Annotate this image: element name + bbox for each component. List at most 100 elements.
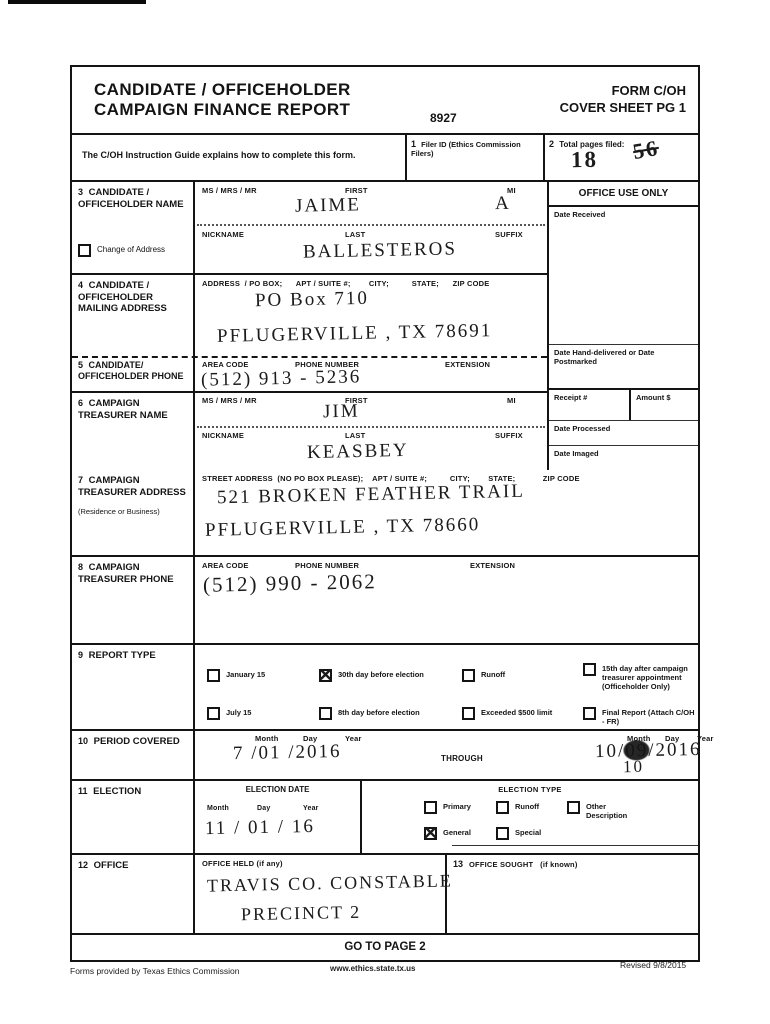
- day-label: Day: [665, 734, 680, 743]
- total-pages-cell: 2 Total pages filed: 18 56: [545, 135, 698, 180]
- filer-id-label: Filer ID (Ethics Commission Filers): [411, 140, 521, 158]
- footer-url: www.ethics.state.tx.us: [330, 964, 416, 973]
- exceeded-limit-label: Exceeded $500 limit: [481, 708, 553, 717]
- office-fields: OFFICE HELD (if any) TRAVIS CO. CONSTABL…: [195, 855, 698, 933]
- change-of-address-checkbox: [78, 244, 91, 257]
- period-from-handwritten: 7 /01 /2016: [232, 740, 342, 765]
- report-type-item-july15: July 15: [207, 707, 251, 720]
- election-type-item-primary: Primary: [424, 801, 471, 814]
- address-field-labels: ADDRESS / PO BOX; APT / SUITE #; CITY; S…: [202, 279, 490, 288]
- footer-provider: Forms provided by Texas Ethics Commissio…: [70, 966, 240, 976]
- section10-title: PERIOD COVERED: [93, 736, 180, 747]
- section6-number: 6: [78, 398, 84, 408]
- street-address-field-labels: STREET ADDRESS (NO PO BOX PLEASE); APT /…: [202, 474, 580, 483]
- office-section: 12 OFFICE OFFICE HELD (if any) TRAVIS CO…: [72, 855, 698, 935]
- other-description-label: Other Description: [586, 802, 628, 820]
- runoff-label: Runoff: [481, 670, 506, 679]
- office-use-column: OFFICE USE ONLY Date Received Date Hand-…: [547, 182, 698, 470]
- filer-id-cell: 1 Filer ID (Ethics Commission Filers): [407, 135, 545, 180]
- office-sought-box: 13 OFFICE SOUGHT (if known): [447, 855, 698, 933]
- to-year: /2016: [648, 738, 702, 761]
- candidate-phone-handwritten: (512) 913 - 5236: [200, 366, 362, 391]
- office-held-line2-handwritten: PRECINCT 2: [240, 901, 362, 925]
- phone-number-label: PHONE NUMBER: [295, 561, 360, 570]
- checkbox-15th-day-after-appointment: [583, 663, 596, 676]
- go-to-page-2: GO TO PAGE 2: [344, 941, 426, 953]
- treasurer-name-label: 6 CAMPAIGN TREASURER NAME: [72, 393, 195, 470]
- form-code: FORM C/OH COVER SHEET PG 1: [560, 82, 686, 116]
- section8-number: 8: [78, 562, 84, 572]
- section5-title: CANDIDATE/ OFFICEHOLDER PHONE: [78, 360, 184, 381]
- date-hand-delivered-cell: Date Hand-delivered or Date Postmarked: [549, 345, 698, 390]
- suffix-label: SUFFIX: [495, 431, 523, 440]
- year-label: Year: [345, 734, 362, 743]
- checkbox-special: [496, 827, 509, 840]
- section4-number: 4: [78, 280, 84, 290]
- phone-number-label: PHONE NUMBER: [295, 360, 360, 369]
- rule-line: [452, 845, 698, 846]
- mailing-address-fields: ADDRESS / PO BOX; APT / SUITE #; CITY; S…: [195, 275, 547, 356]
- report-type-item-runoff: Runoff: [462, 669, 505, 682]
- report-type-item-15th-day: 15th day after campaign treasurer appoin…: [583, 663, 697, 691]
- left-column: 3 CANDIDATE / OFFICEHOLDER NAME MS / MRS…: [72, 182, 547, 470]
- 8th-day-label: 8th day before election: [338, 708, 420, 717]
- change-of-address-label: Change of Address: [97, 245, 166, 254]
- section5-number: 5: [78, 360, 84, 370]
- checkbox-january-15: [207, 669, 220, 682]
- ms-mrs-mr-label: MS / MRS / MR: [202, 396, 257, 405]
- checkbox-july-15: [207, 707, 220, 720]
- election-type-item-other: Other Description: [567, 801, 628, 820]
- checkbox-other-description: [567, 801, 580, 814]
- office-held-line1-handwritten: TRAVIS CO. CONSTABLE: [206, 870, 453, 896]
- treasurer-address-label: 7 CAMPAIGN TREASURER ADDRESS (Residence …: [72, 470, 195, 555]
- amount-cell: Amount $: [635, 393, 671, 402]
- election-type-title: ELECTION TYPE: [498, 785, 562, 794]
- special-label: Special: [515, 828, 542, 837]
- office-held-label: OFFICE HELD (if any): [202, 859, 283, 868]
- treasurer-name-section: 6 CAMPAIGN TREASURER NAME MS / MRS / MR …: [72, 393, 547, 470]
- treasurer-phone-label: 8 CAMPAIGN TREASURER PHONE: [72, 557, 195, 643]
- dotted-divider: [197, 224, 545, 226]
- section9-number: 9: [78, 650, 84, 660]
- form-title-line1: CANDIDATE / OFFICEHOLDER: [94, 80, 351, 99]
- report-type-fields: January 15 30th day before election Runo…: [195, 645, 698, 729]
- election-date-title: ELECTION DATE: [245, 785, 310, 794]
- election-type-box: ELECTION TYPE Primary Runoff Other Descr…: [362, 781, 698, 853]
- period-to-handwritten: 10/09/2016: [595, 739, 702, 763]
- office-label: 12 OFFICE: [72, 855, 195, 933]
- report-type-item-exceeded-limit: Exceeded $500 limit: [462, 707, 552, 720]
- instruction-text: The C/OH Instruction Guide explains how …: [72, 135, 407, 180]
- checkbox-general: [423, 823, 438, 844]
- treasurer-address-section: 7 CAMPAIGN TREASURER ADDRESS (Residence …: [72, 470, 698, 557]
- primary-label: Primary: [443, 802, 471, 811]
- election-type-item-runoff: Runoff: [496, 801, 539, 814]
- section10-number: 10: [78, 736, 89, 746]
- extension-label: EXTENSION: [445, 360, 491, 369]
- mailing-line2-handwritten: PFLUGERVILLE , TX 78691: [216, 320, 493, 347]
- office-sought-label: OFFICE SOUGHT (if known): [469, 860, 578, 869]
- month-label: Month: [207, 805, 229, 812]
- dotted-divider: [197, 426, 545, 428]
- final-report-label: Final Report (Attach C/OH - FR): [602, 708, 695, 726]
- coh-cover-sheet-form: CANDIDATE / OFFICEHOLDER CAMPAIGN FINANC…: [70, 65, 713, 962]
- treasurer-address-fields: STREET ADDRESS (NO PO BOX PLEASE); APT /…: [195, 470, 698, 555]
- july-15-label: July 15: [226, 708, 252, 717]
- january-15-label: January 15: [226, 670, 266, 679]
- election-section: 11 ELECTION ELECTION DATE Month Day Year…: [72, 781, 698, 855]
- office-use-only-header: OFFICE USE ONLY: [549, 182, 698, 207]
- first-label: FIRST: [345, 186, 368, 195]
- treasurer-phone-handwritten: (512) 990 - 2062: [202, 569, 377, 597]
- 30th-day-label: 30th day before election: [338, 670, 424, 679]
- report-type-label: 9 REPORT TYPE: [72, 645, 195, 729]
- section11-title: ELECTION: [93, 786, 142, 797]
- mailing-address-section: 4 CANDIDATE / OFFICEHOLDER MAILING ADDRE…: [72, 244, 547, 358]
- year-label: Year: [697, 734, 714, 743]
- report-type-item-final-report: Final Report (Attach C/OH - FR): [583, 707, 697, 726]
- residence-or-business-note: (Residence or Business): [78, 507, 160, 516]
- section13-number: 13: [453, 859, 464, 869]
- first-label: FIRST: [345, 396, 368, 405]
- election-label: 11 ELECTION: [72, 781, 195, 853]
- total-pages-value-handwritten: 18: [570, 146, 599, 173]
- area-code-label: AREA CODE: [202, 561, 249, 570]
